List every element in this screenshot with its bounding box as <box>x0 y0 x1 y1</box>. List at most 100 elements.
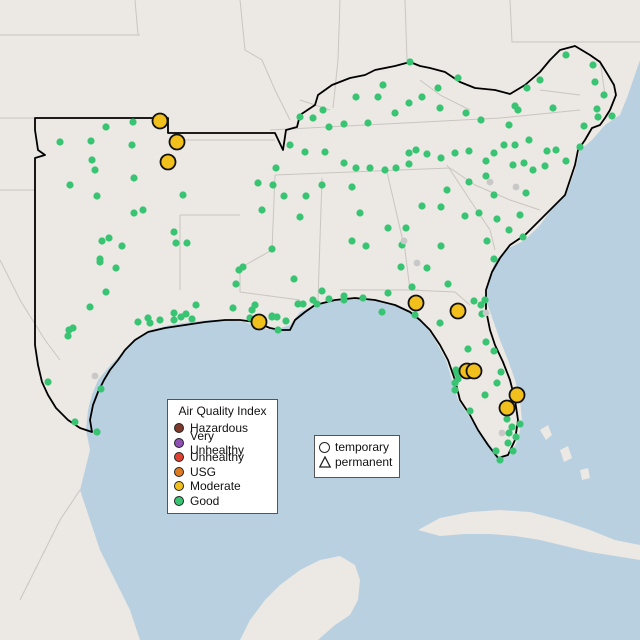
good-monitor-marker[interactable] <box>465 178 473 186</box>
inactive-monitor-marker[interactable] <box>482 309 490 317</box>
good-monitor-marker[interactable] <box>188 315 196 323</box>
good-monitor-marker[interactable] <box>536 76 544 84</box>
good-monitor-marker[interactable] <box>466 407 474 415</box>
good-monitor-marker[interactable] <box>483 237 491 245</box>
good-monitor-marker[interactable] <box>408 283 416 291</box>
good-monitor-marker[interactable] <box>482 172 490 180</box>
good-monitor-marker[interactable] <box>514 106 522 114</box>
moderate-monitor-marker[interactable] <box>449 302 467 320</box>
good-monitor-marker[interactable] <box>391 109 399 117</box>
good-monitor-marker[interactable] <box>451 149 459 157</box>
good-monitor-marker[interactable] <box>437 154 445 162</box>
good-monitor-marker[interactable] <box>239 263 247 271</box>
good-monitor-marker[interactable] <box>309 114 317 122</box>
good-monitor-marker[interactable] <box>102 123 110 131</box>
good-monitor-marker[interactable] <box>475 209 483 217</box>
good-monitor-marker[interactable] <box>144 314 152 322</box>
good-monitor-marker[interactable] <box>309 296 317 304</box>
good-monitor-marker[interactable] <box>325 295 333 303</box>
moderate-monitor-marker[interactable] <box>159 153 177 171</box>
good-monitor-marker[interactable] <box>437 203 445 211</box>
good-monitor-marker[interactable] <box>302 192 310 200</box>
good-monitor-marker[interactable] <box>576 143 584 151</box>
good-monitor-marker[interactable] <box>71 418 79 426</box>
good-monitor-marker[interactable] <box>64 332 72 340</box>
good-monitor-marker[interactable] <box>98 237 106 245</box>
good-monitor-marker[interactable] <box>497 368 505 376</box>
good-monitor-marker[interactable] <box>516 211 524 219</box>
good-monitor-marker[interactable] <box>170 228 178 236</box>
good-monitor-marker[interactable] <box>87 137 95 145</box>
good-monitor-marker[interactable] <box>461 212 469 220</box>
good-monitor-marker[interactable] <box>348 237 356 245</box>
good-monitor-marker[interactable] <box>418 93 426 101</box>
good-monitor-marker[interactable] <box>130 174 138 182</box>
good-monitor-marker[interactable] <box>481 296 489 304</box>
good-monitor-marker[interactable] <box>512 433 520 441</box>
good-monitor-marker[interactable] <box>381 166 389 174</box>
good-monitor-marker[interactable] <box>362 242 370 250</box>
good-monitor-marker[interactable] <box>183 239 191 247</box>
good-monitor-marker[interactable] <box>268 245 276 253</box>
good-monitor-marker[interactable] <box>258 206 266 214</box>
good-monitor-marker[interactable] <box>282 317 290 325</box>
good-monitor-marker[interactable] <box>519 233 527 241</box>
good-monitor-marker[interactable] <box>562 157 570 165</box>
good-monitor-marker[interactable] <box>600 91 608 99</box>
good-monitor-marker[interactable] <box>134 318 142 326</box>
good-monitor-marker[interactable] <box>493 379 501 387</box>
good-monitor-marker[interactable] <box>444 280 452 288</box>
good-monitor-marker[interactable] <box>378 308 386 316</box>
good-monitor-marker[interactable] <box>274 326 282 334</box>
good-monitor-marker[interactable] <box>392 164 400 172</box>
good-monitor-marker[interactable] <box>593 105 601 113</box>
good-monitor-marker[interactable] <box>366 164 374 172</box>
good-monitor-marker[interactable] <box>436 104 444 112</box>
good-monitor-marker[interactable] <box>412 146 420 154</box>
good-monitor-marker[interactable] <box>591 78 599 86</box>
moderate-monitor-marker[interactable] <box>250 313 268 331</box>
good-monitor-marker[interactable] <box>232 280 240 288</box>
good-monitor-marker[interactable] <box>470 297 478 305</box>
good-monitor-marker[interactable] <box>128 141 136 149</box>
good-monitor-marker[interactable] <box>177 313 185 321</box>
good-monitor-marker[interactable] <box>384 289 392 297</box>
moderate-monitor-marker[interactable] <box>498 399 516 417</box>
inactive-monitor-marker[interactable] <box>400 237 408 245</box>
good-monitor-marker[interactable] <box>443 186 451 194</box>
good-monitor-marker[interactable] <box>379 81 387 89</box>
good-monitor-marker[interactable] <box>86 303 94 311</box>
good-monitor-marker[interactable] <box>477 301 485 309</box>
good-monitor-marker[interactable] <box>405 149 413 157</box>
good-monitor-marker[interactable] <box>374 93 382 101</box>
good-monitor-marker[interactable] <box>523 84 531 92</box>
good-monitor-marker[interactable] <box>500 141 508 149</box>
good-monitor-marker[interactable] <box>280 192 288 200</box>
inactive-monitor-marker[interactable] <box>486 178 494 186</box>
good-monitor-marker[interactable] <box>296 213 304 221</box>
good-monitor-marker[interactable] <box>405 99 413 107</box>
good-monitor-marker[interactable] <box>411 311 419 319</box>
moderate-monitor-marker[interactable] <box>151 112 169 130</box>
good-monitor-marker[interactable] <box>504 439 512 447</box>
moderate-monitor-marker[interactable] <box>508 386 526 404</box>
inactive-monitor-marker[interactable] <box>91 372 99 380</box>
good-monitor-marker[interactable] <box>465 147 473 155</box>
good-monitor-marker[interactable] <box>511 141 519 149</box>
good-monitor-marker[interactable] <box>65 326 73 334</box>
good-monitor-marker[interactable] <box>477 116 485 124</box>
good-monitor-marker[interactable] <box>172 239 180 247</box>
inactive-monitor-marker[interactable] <box>498 429 506 437</box>
good-monitor-marker[interactable] <box>384 224 392 232</box>
good-monitor-marker[interactable] <box>44 378 52 386</box>
good-monitor-marker[interactable] <box>552 146 560 154</box>
good-monitor-marker[interactable] <box>340 296 348 304</box>
good-monitor-marker[interactable] <box>562 51 570 59</box>
good-monitor-marker[interactable] <box>434 84 442 92</box>
good-monitor-marker[interactable] <box>321 148 329 156</box>
good-monitor-marker[interactable] <box>505 429 513 437</box>
good-monitor-marker[interactable] <box>505 121 513 129</box>
good-monitor-marker[interactable] <box>56 138 64 146</box>
good-monitor-marker[interactable] <box>608 112 616 120</box>
